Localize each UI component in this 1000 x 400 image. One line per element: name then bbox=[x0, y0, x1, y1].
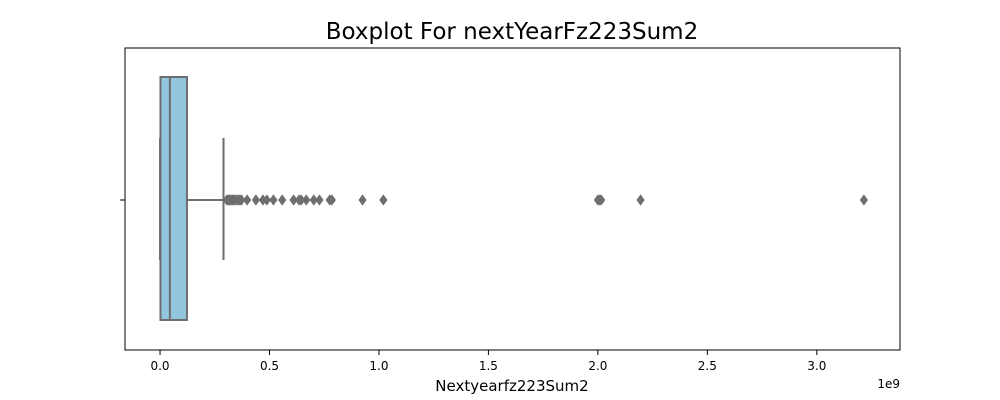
outlier-point bbox=[597, 194, 606, 206]
outlier-point bbox=[237, 194, 246, 206]
outlier-point bbox=[315, 194, 324, 206]
outlier-point bbox=[243, 194, 252, 206]
x-tick-label: 0.0 bbox=[150, 359, 169, 373]
x-axis: 0.0 0.5 1.0 1.5 2.0 2.5 3.0 bbox=[150, 350, 826, 373]
outlier-point bbox=[379, 194, 388, 206]
outlier-point bbox=[636, 194, 645, 206]
x-tick-label: 1.5 bbox=[479, 359, 498, 373]
outlier-point bbox=[262, 194, 271, 206]
plot-area bbox=[159, 76, 868, 321]
outlier-point bbox=[289, 194, 298, 206]
outlier-point bbox=[251, 194, 261, 206]
outlier-point bbox=[309, 194, 318, 206]
x-axis-offset-label: 1e9 bbox=[877, 377, 900, 391]
plot-frame bbox=[124, 47, 901, 351]
box-iqr bbox=[159, 76, 188, 321]
x-tick-label: 2.0 bbox=[588, 359, 607, 373]
x-axis-label: Nextyearfz223Sum2 bbox=[435, 377, 588, 395]
outlier-point bbox=[358, 194, 367, 206]
outlier-point bbox=[278, 194, 287, 206]
x-tick-label: 1.0 bbox=[369, 359, 388, 373]
chart-title: Boxplot For nextYearFz223Sum2 bbox=[326, 19, 698, 45]
outlier-point bbox=[269, 194, 278, 206]
x-tick-label: 0.5 bbox=[260, 359, 279, 373]
x-tick-label: 3.0 bbox=[807, 359, 826, 373]
outlier-point bbox=[327, 194, 336, 206]
outlier-point bbox=[302, 194, 311, 206]
x-tick-label: 2.5 bbox=[698, 359, 717, 373]
outlier-point bbox=[859, 194, 868, 206]
